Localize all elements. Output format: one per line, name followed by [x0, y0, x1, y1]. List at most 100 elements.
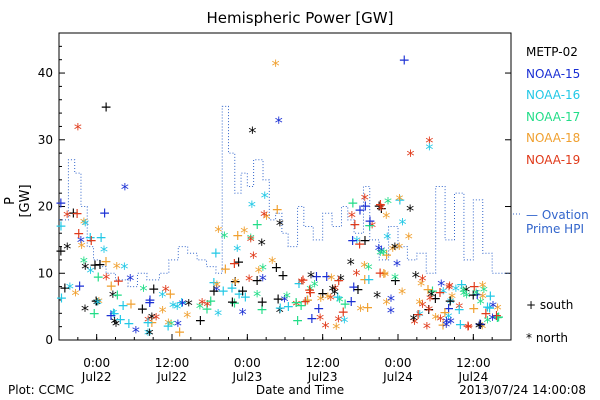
data-point: *	[185, 295, 193, 314]
data-point: +	[226, 281, 238, 297]
data-point-peak: *	[272, 56, 280, 75]
data-point: *	[255, 263, 263, 282]
data-point: +	[437, 317, 449, 333]
data-point: +	[454, 317, 466, 333]
data-point: *	[109, 287, 117, 306]
data-point: +	[274, 301, 286, 317]
data-point: *	[353, 266, 361, 285]
plot-timestamp: 2013/07/24 14:00:08	[459, 383, 586, 397]
data-point: +	[467, 287, 479, 303]
data-point: *	[102, 269, 110, 288]
data-point: +	[484, 289, 496, 305]
data-point: *	[260, 206, 268, 225]
data-point: *	[298, 274, 306, 293]
data-point: *	[283, 288, 291, 307]
data-point: +	[374, 265, 386, 281]
data-point: +	[55, 196, 67, 212]
data-point: *	[398, 284, 406, 303]
data-point: +	[205, 294, 217, 310]
data-point: *	[442, 313, 450, 332]
data-point: *	[167, 316, 175, 335]
data-point: *	[375, 241, 383, 260]
data-point: +	[474, 316, 486, 332]
data-point: *	[489, 297, 497, 316]
data-point: +	[423, 302, 435, 318]
data-point: *	[214, 306, 222, 325]
data-point: *	[245, 271, 253, 290]
data-point: *	[405, 229, 413, 248]
data-point: *	[109, 305, 117, 324]
data-point: *	[334, 311, 342, 330]
x-tick-time: 0:00	[83, 356, 110, 370]
data-point: *	[382, 208, 390, 227]
data-point: *	[406, 201, 414, 220]
data-point: *	[399, 215, 407, 234]
y-axis-label: P [GW]	[3, 184, 33, 218]
data-point: +	[332, 289, 344, 305]
data-point: +	[364, 214, 376, 230]
data-point: +	[174, 324, 186, 340]
x-tick-date: Jul23	[231, 370, 262, 384]
data-point: *	[311, 276, 319, 295]
data-point: *	[196, 298, 204, 317]
x-tick-date: Jul23	[307, 370, 338, 384]
data-point: *	[373, 288, 381, 307]
data-point: *	[347, 255, 355, 274]
data-point: +	[208, 283, 220, 299]
data-point: +	[146, 315, 158, 331]
data-point: *	[376, 245, 384, 264]
data-point: *	[368, 218, 376, 237]
data-point: +	[125, 297, 137, 313]
data-point: *	[63, 207, 71, 226]
data-point: *	[292, 296, 300, 315]
data-point: *	[462, 282, 470, 301]
data-point: +	[362, 300, 374, 316]
data-point: *	[442, 317, 450, 336]
data-point: *	[447, 294, 455, 313]
data-point: *	[380, 244, 388, 263]
data-point: *	[427, 287, 435, 306]
data-point: +	[84, 230, 96, 246]
data-point: *	[417, 276, 425, 295]
data-point: *	[81, 259, 89, 278]
data-point: *	[144, 325, 152, 344]
data-point: *	[445, 279, 453, 298]
x-tick-time: 12:00	[305, 356, 340, 370]
data-point: *	[479, 277, 487, 296]
data-point: +	[345, 294, 357, 310]
data-point: +	[117, 298, 129, 314]
data-point: *	[198, 294, 206, 313]
data-point: *	[259, 270, 267, 289]
data-point: +	[389, 273, 401, 289]
data-point: +	[354, 237, 366, 253]
data-point: *	[94, 295, 102, 314]
data-point: *	[382, 294, 390, 313]
data-point: *	[258, 235, 266, 254]
data-point: *	[162, 281, 170, 300]
data-point: +	[229, 256, 241, 272]
south-marker-legend: + south	[526, 298, 574, 312]
data-point: *	[439, 283, 447, 302]
data-point: +	[295, 298, 307, 314]
data-point: +	[491, 308, 503, 324]
data-point: *	[178, 295, 186, 314]
data-point: *	[336, 292, 344, 311]
data-point: +	[375, 201, 387, 217]
data-point: +	[453, 302, 465, 318]
ovation-legend-line1: — Ovation	[526, 208, 589, 222]
data-point: *	[240, 223, 248, 242]
data-point: +	[100, 254, 112, 270]
data-point: *	[220, 228, 228, 247]
data-point: *	[365, 260, 373, 279]
legend: METP-02 NOAA-15 NOAA-16 NOAA-17 NOAA-18 …	[526, 42, 580, 171]
data-point: +	[277, 268, 289, 284]
data-point: *	[455, 298, 463, 317]
data-point: *	[447, 314, 455, 333]
data-point: *	[63, 239, 71, 258]
data-point: *	[483, 312, 491, 331]
data-point: *	[410, 314, 418, 333]
data-point: *	[389, 241, 397, 260]
data-point: +	[484, 300, 496, 316]
data-point: *	[203, 297, 211, 316]
data-point: +	[471, 287, 483, 303]
